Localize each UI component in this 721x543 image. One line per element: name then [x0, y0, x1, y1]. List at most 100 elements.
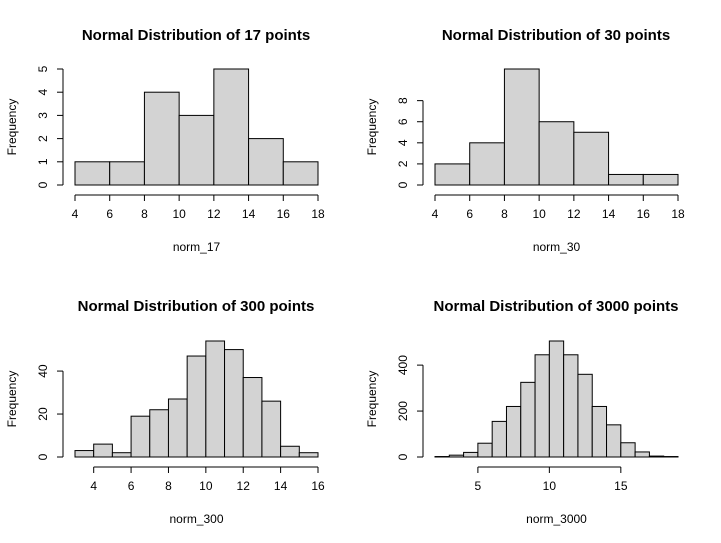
histogram-panel-2: Normal Distribution of 30 points 4 6 8 10 12 1… [365, 27, 685, 254]
histogram-bar [505, 405, 522, 458]
x-tick-label: 16 [637, 207, 651, 221]
x-tick-label: 14 [602, 207, 616, 221]
x-tick-label: 5 [475, 479, 482, 493]
x-tick-label: 6 [466, 207, 473, 221]
y-axis-label: Frequency [365, 99, 379, 156]
x-tick-label: 8 [165, 479, 172, 493]
chart-title: Normal Distribution of 3000 points [433, 298, 678, 315]
histogram-bar [548, 340, 565, 458]
histogram-bar [642, 173, 679, 186]
x-tick-label: 18 [311, 207, 325, 221]
x-tick-label: 14 [274, 479, 288, 493]
histogram-bar [606, 424, 622, 458]
y-tick-label: 2 [396, 160, 410, 167]
x-tick-label: 16 [311, 479, 325, 493]
histogram-bar [93, 443, 113, 458]
y-axis-label: Frequency [5, 99, 19, 156]
y-tick-label: 4 [36, 89, 50, 96]
x-tick-label: 16 [277, 207, 291, 221]
x-axis-label: norm_3000 [526, 512, 587, 526]
x-tick-label: 12 [237, 479, 251, 493]
histogram-bar [149, 409, 169, 458]
x-tick-label: 8 [501, 207, 508, 221]
x-tick-label: 10 [532, 207, 546, 221]
x-tick-label: 4 [90, 479, 97, 493]
histogram-bar [591, 405, 608, 458]
x-tick-label: 10 [199, 479, 213, 493]
y-tick-label: 20 [36, 407, 50, 421]
histogram-panel-3: Normal Distribution of 300 points 4 6 8 10 12… [5, 298, 325, 526]
histogram-bar [109, 161, 145, 186]
histogram-bar [463, 451, 479, 458]
y-axis-label: Frequency [365, 371, 379, 428]
x-tick-label: 6 [106, 207, 113, 221]
y-tick-label: 2 [36, 135, 50, 142]
histogram-bar [534, 354, 550, 458]
histogram-bar [538, 121, 575, 186]
x-axis-label: norm_30 [533, 240, 581, 254]
x-axis-label: norm_300 [169, 512, 223, 526]
y-tick-label: 40 [36, 364, 50, 378]
y-tick-label: 5 [36, 65, 50, 72]
y-tick-label: 1 [36, 158, 50, 165]
x-tick-label: 4 [432, 207, 439, 221]
histogram-bar [634, 451, 650, 458]
chart-title: Normal Distribution of 300 points [78, 298, 315, 315]
histogram-bar [130, 415, 151, 458]
histogram-bar [280, 445, 300, 458]
y-axis-label: Frequency [5, 371, 19, 428]
histogram-bar [74, 450, 95, 458]
histogram-bar [186, 355, 207, 458]
histogram-bar [261, 400, 282, 458]
histogram-bar [648, 455, 665, 458]
x-tick-label: 15 [614, 479, 628, 493]
x-tick-label: 10 [172, 207, 186, 221]
histogram-panel-4: Normal Distribution of 3000 points 5 10 15 0… [365, 298, 679, 526]
histogram-bar [178, 114, 215, 186]
histogram-bar [143, 91, 180, 186]
y-tick-label: 400 [396, 355, 410, 375]
y-tick-label: 0 [36, 181, 50, 188]
histogram-bar [448, 454, 465, 458]
y-tick-label: 8 [396, 97, 410, 104]
histogram-bar [282, 161, 319, 186]
x-tick-label: 18 [671, 207, 685, 221]
y-tick-label: 0 [396, 181, 410, 188]
histogram-bar [563, 354, 579, 458]
y-tick-label: 0 [36, 453, 50, 460]
histogram-bar [242, 377, 263, 458]
x-tick-label: 4 [72, 207, 79, 221]
histogram-bar [577, 373, 593, 458]
x-tick-label: 14 [242, 207, 256, 221]
histogram-bar [469, 142, 505, 186]
histogram-bar [74, 161, 111, 186]
y-tick-label: 4 [396, 139, 410, 146]
histogram-bar [224, 349, 244, 458]
histogram-bar [167, 398, 188, 458]
histogram-bar [111, 452, 132, 458]
y-tick-label: 6 [396, 118, 410, 125]
y-tick-label: 0 [396, 453, 410, 460]
x-tick-label: 12 [207, 207, 221, 221]
chart-title: Normal Distribution of 17 points [82, 27, 310, 44]
histogram-bar [298, 452, 319, 458]
x-axis-label: norm_17 [173, 240, 221, 254]
histogram-bar [205, 340, 226, 458]
histogram-bar [520, 381, 536, 458]
y-tick-label: 3 [36, 112, 50, 119]
histogram-bar [434, 163, 471, 186]
histogram-bar [248, 138, 284, 186]
chart-title: Normal Distribution of 30 points [442, 27, 670, 44]
histogram-bar [213, 68, 250, 186]
histogram-bar [503, 68, 540, 186]
x-tick-label: 12 [567, 207, 581, 221]
x-tick-label: 10 [543, 479, 557, 493]
histogram-bar [491, 420, 507, 458]
histogram-bar [573, 131, 610, 186]
x-tick-label: 6 [128, 479, 135, 493]
x-tick-label: 8 [141, 207, 148, 221]
histogram-bar [477, 442, 493, 458]
histogram-bar [608, 173, 644, 186]
